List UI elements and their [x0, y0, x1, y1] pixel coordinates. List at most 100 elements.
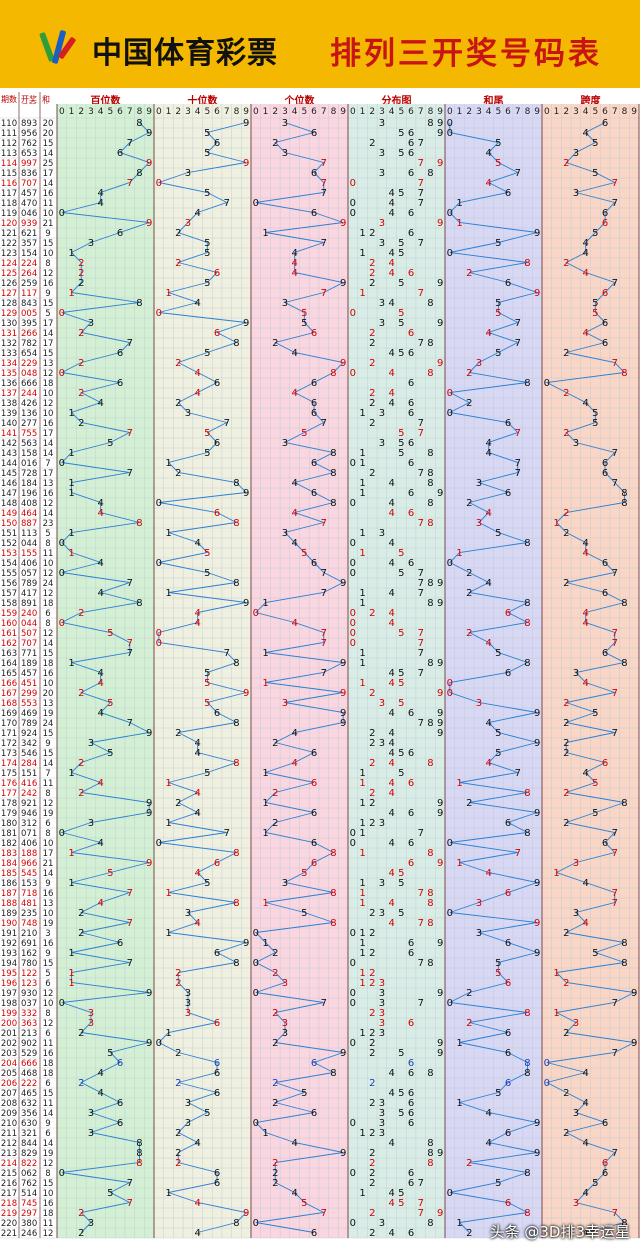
- distribution-digit: 5: [398, 248, 404, 259]
- trend-point: 4: [97, 188, 103, 199]
- trend-point: 9: [146, 858, 152, 869]
- digit-header: 9: [146, 107, 152, 117]
- trend-point: 4: [97, 668, 103, 679]
- draw-number: 666: [21, 1059, 37, 1069]
- issue-number: 124: [1, 259, 17, 269]
- trend-point: 3: [88, 238, 94, 249]
- distribution-digit: 2: [369, 928, 375, 939]
- sum-value: 18: [43, 659, 54, 669]
- trend-point: 4: [194, 868, 200, 879]
- trend-point: 5: [592, 408, 598, 419]
- trend-point: 5: [204, 238, 210, 249]
- draw-number: 507: [21, 629, 37, 639]
- sum-value: 15: [43, 1089, 54, 1099]
- trend-point: 5: [204, 568, 210, 579]
- trend-point: 4: [194, 388, 200, 399]
- distribution-digit: 1: [359, 448, 365, 459]
- trend-point: 4: [291, 478, 297, 489]
- sum-value: 10: [43, 1189, 54, 1199]
- trend-point: 4: [485, 508, 491, 519]
- trend-point: 3: [476, 698, 482, 709]
- sum-value: 14: [43, 639, 54, 649]
- distribution-digit: 5: [398, 308, 404, 319]
- trend-point: 3: [476, 898, 482, 909]
- draw-number: 465: [21, 1089, 37, 1099]
- sum-value: 9: [45, 289, 50, 299]
- distribution-digit: 4: [388, 198, 394, 209]
- trend-point: 7: [515, 168, 521, 179]
- distribution-digit: 1: [359, 648, 365, 659]
- draw-number: 844: [21, 1139, 37, 1149]
- sum-value: 12: [43, 589, 54, 599]
- trend-point: 7: [612, 638, 618, 649]
- issue-number: 134: [1, 359, 17, 369]
- trend-point: 2: [272, 138, 278, 149]
- draw-number: 321: [21, 1129, 37, 1139]
- sum-value: 16: [43, 489, 54, 499]
- trend-point: 2: [175, 1158, 181, 1169]
- watermark: 头条 @3D排3幸运星: [489, 1223, 630, 1241]
- trend-point: 6: [602, 648, 608, 659]
- trend-point: 4: [582, 1068, 588, 1079]
- draw-number: 264: [21, 269, 37, 279]
- distribution-digit: 5: [398, 678, 404, 689]
- sum-value: 8: [45, 539, 50, 549]
- distribution-digit: 9: [437, 1048, 443, 1059]
- distribution-digit: 4: [388, 618, 394, 629]
- sum-value: 16: [43, 1199, 54, 1209]
- trend-point: 6: [505, 1028, 511, 1039]
- trend-point: 7: [612, 828, 618, 839]
- trend-point: 6: [505, 418, 511, 429]
- trend-point: 4: [291, 258, 297, 269]
- trend-point: 9: [243, 118, 249, 129]
- distribution-digit: 1: [359, 768, 365, 779]
- draw-number: 630: [21, 1119, 37, 1129]
- issue-number: 166: [1, 679, 17, 689]
- sum-value: 23: [43, 519, 54, 529]
- trend-point: 1: [68, 288, 74, 299]
- trend-point: 8: [524, 788, 530, 799]
- draw-number: 057: [21, 569, 37, 579]
- sum-value: 9: [45, 1119, 50, 1129]
- draw-number: 136: [21, 409, 37, 419]
- trend-point: 0: [156, 1038, 162, 1049]
- trend-point: 3: [88, 1108, 94, 1119]
- trend-point: 5: [204, 128, 210, 139]
- draw-number: 297: [21, 1209, 37, 1219]
- trend-point: 6: [214, 708, 220, 719]
- distribution-digit: 2: [369, 738, 375, 749]
- distribution-digit: 5: [398, 548, 404, 559]
- trend-point: 4: [97, 198, 103, 209]
- trend-point: 0: [447, 678, 453, 689]
- trend-point: 9: [340, 218, 346, 229]
- trend-point: 2: [272, 1078, 278, 1089]
- sum-value: 16: [43, 419, 54, 429]
- distribution-digit: 6: [408, 128, 414, 139]
- distribution-digit: 7: [418, 188, 424, 199]
- trend-point: 5: [107, 438, 113, 449]
- trend-point: 4: [97, 498, 103, 509]
- sum-value: 9: [45, 229, 50, 239]
- trend-point: 4: [485, 578, 491, 589]
- issue-number: 199: [1, 1009, 17, 1019]
- trend-point: 7: [224, 828, 230, 839]
- trend-point: 6: [311, 838, 317, 849]
- trend-point: 4: [194, 918, 200, 929]
- draw-number: 457: [21, 669, 37, 679]
- distribution-digit: 6: [408, 1118, 414, 1129]
- chart-title: 排列三开奖号码表: [330, 36, 602, 72]
- draw-number: 158: [21, 449, 37, 459]
- trend-point: 4: [194, 808, 200, 819]
- trend-point: 1: [553, 518, 559, 529]
- distribution-digit: 9: [437, 658, 443, 669]
- distribution-digit: 4: [388, 538, 394, 549]
- trend-point: 9: [340, 578, 346, 589]
- sum-value: 24: [43, 719, 54, 729]
- issue-number: 113: [1, 149, 17, 159]
- trend-point: 9: [243, 598, 249, 609]
- distribution-digit: 4: [388, 268, 394, 279]
- distribution-digit: 7: [418, 338, 424, 349]
- distribution-digit: 0: [350, 198, 356, 209]
- distribution-digit: 3: [379, 1218, 385, 1229]
- digit-header: 2: [175, 107, 181, 117]
